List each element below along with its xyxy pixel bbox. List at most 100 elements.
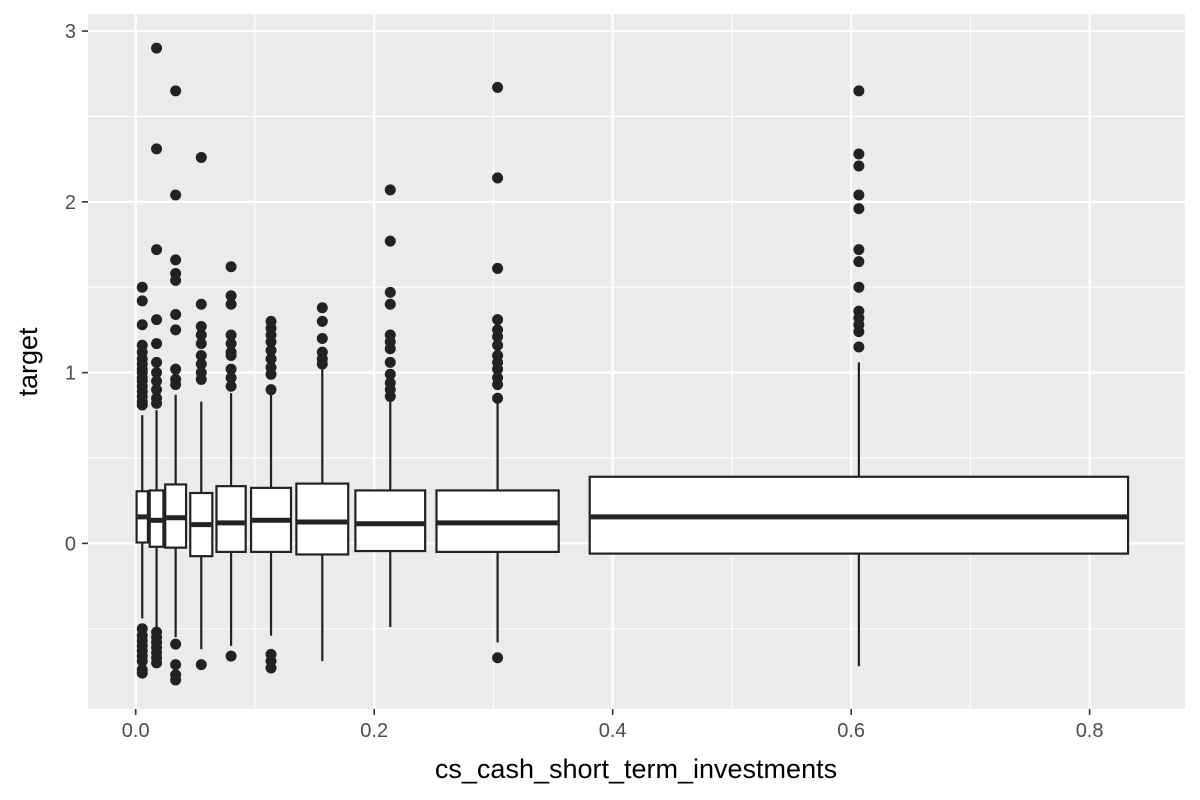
x-tick-label: 0.6 (837, 720, 865, 742)
outlier-point (492, 81, 504, 93)
outlier-point (151, 338, 163, 350)
box-group (295, 302, 350, 662)
outlier-point (170, 274, 182, 286)
outlier-point (853, 244, 865, 256)
outlier-point (151, 356, 163, 368)
outlier-point (265, 662, 277, 674)
outlier-point (225, 380, 237, 392)
outlier-point (492, 314, 504, 326)
x-axis-title: cs_cash_short_term_investments (435, 754, 837, 784)
outlier-point (853, 326, 865, 338)
outlier-point (492, 392, 504, 404)
outlier-point (225, 350, 237, 362)
outlier-point (492, 331, 504, 343)
outlier-point (170, 659, 182, 671)
outlier-point (170, 363, 182, 375)
outlier-point (195, 373, 207, 385)
outlier-point (170, 674, 182, 686)
outlier-point (384, 286, 396, 298)
box-group (354, 184, 427, 628)
boxes (135, 42, 1130, 686)
plot-panel (88, 14, 1185, 709)
outlier-point (151, 244, 163, 256)
outlier-point (195, 350, 207, 362)
outlier-point (195, 151, 207, 163)
outlier-point (225, 329, 237, 341)
box-body (215, 485, 247, 553)
outlier-point (853, 256, 865, 268)
outlier-point (136, 319, 148, 331)
y-axis-title: target (13, 327, 43, 397)
outlier-point (492, 363, 504, 375)
outlier-point (853, 281, 865, 293)
outlier-point (492, 262, 504, 274)
outlier-point (492, 339, 504, 351)
outlier-point (151, 384, 163, 396)
outlier-point (170, 379, 182, 391)
outlier-point (170, 189, 182, 201)
outlier-point (225, 298, 237, 310)
outlier-point (151, 42, 163, 54)
outlier-point (151, 397, 163, 409)
outlier-point (853, 341, 865, 353)
outlier-point (265, 344, 277, 356)
outlier-point (265, 384, 277, 396)
outlier-point (265, 353, 277, 365)
outlier-point (136, 655, 148, 667)
outlier-point (492, 379, 504, 391)
outlier-point (384, 368, 396, 380)
outlier-point (151, 314, 163, 326)
outlier-point (316, 358, 328, 370)
outlier-point (195, 298, 207, 310)
box-group (249, 315, 293, 674)
box-group (189, 151, 214, 671)
x-tick-label: 0.8 (1076, 720, 1104, 742)
y-tick-label: 3 (65, 21, 76, 43)
outlier-point (195, 659, 207, 671)
outlier-point (136, 667, 148, 679)
outlier-point (136, 399, 148, 411)
outlier-point (384, 235, 396, 247)
x-tick-label: 0.2 (360, 720, 388, 742)
outlier-point (195, 320, 207, 332)
outlier-point (225, 261, 237, 273)
outlier-point (853, 203, 865, 215)
outlier-point (853, 189, 865, 201)
outlier-point (195, 358, 207, 370)
x-tick-label: 0.4 (599, 720, 627, 742)
outlier-point (853, 148, 865, 160)
y-tick-label: 1 (65, 363, 76, 385)
outlier-point (316, 302, 328, 314)
outlier-point (151, 367, 163, 379)
box-group (164, 85, 188, 686)
outlier-point (492, 172, 504, 184)
outlier-point (225, 363, 237, 375)
outlier-point (170, 309, 182, 321)
outlier-point (265, 336, 277, 348)
outlier-point (384, 356, 396, 368)
outlier-point (316, 315, 328, 327)
outlier-point (195, 329, 207, 341)
outlier-point (136, 295, 148, 307)
y-tick-label: 0 (65, 533, 76, 555)
outlier-point (265, 368, 277, 380)
outlier-point (225, 650, 237, 662)
outlier-point (384, 184, 396, 196)
box-group (435, 81, 560, 664)
box-group (135, 281, 150, 679)
outlier-point (853, 85, 865, 97)
outlier-point (853, 160, 865, 172)
outlier-point (151, 657, 163, 669)
outlier-point (151, 375, 163, 387)
outlier-point (225, 372, 237, 384)
y-tick-label: 2 (65, 192, 76, 214)
outlier-point (384, 391, 396, 403)
outlier-point (225, 290, 237, 302)
box-group (215, 261, 247, 662)
outlier-point (170, 324, 182, 336)
outlier-point (492, 652, 504, 664)
box-body (354, 489, 427, 553)
outlier-point (195, 338, 207, 350)
box-body (295, 482, 350, 556)
